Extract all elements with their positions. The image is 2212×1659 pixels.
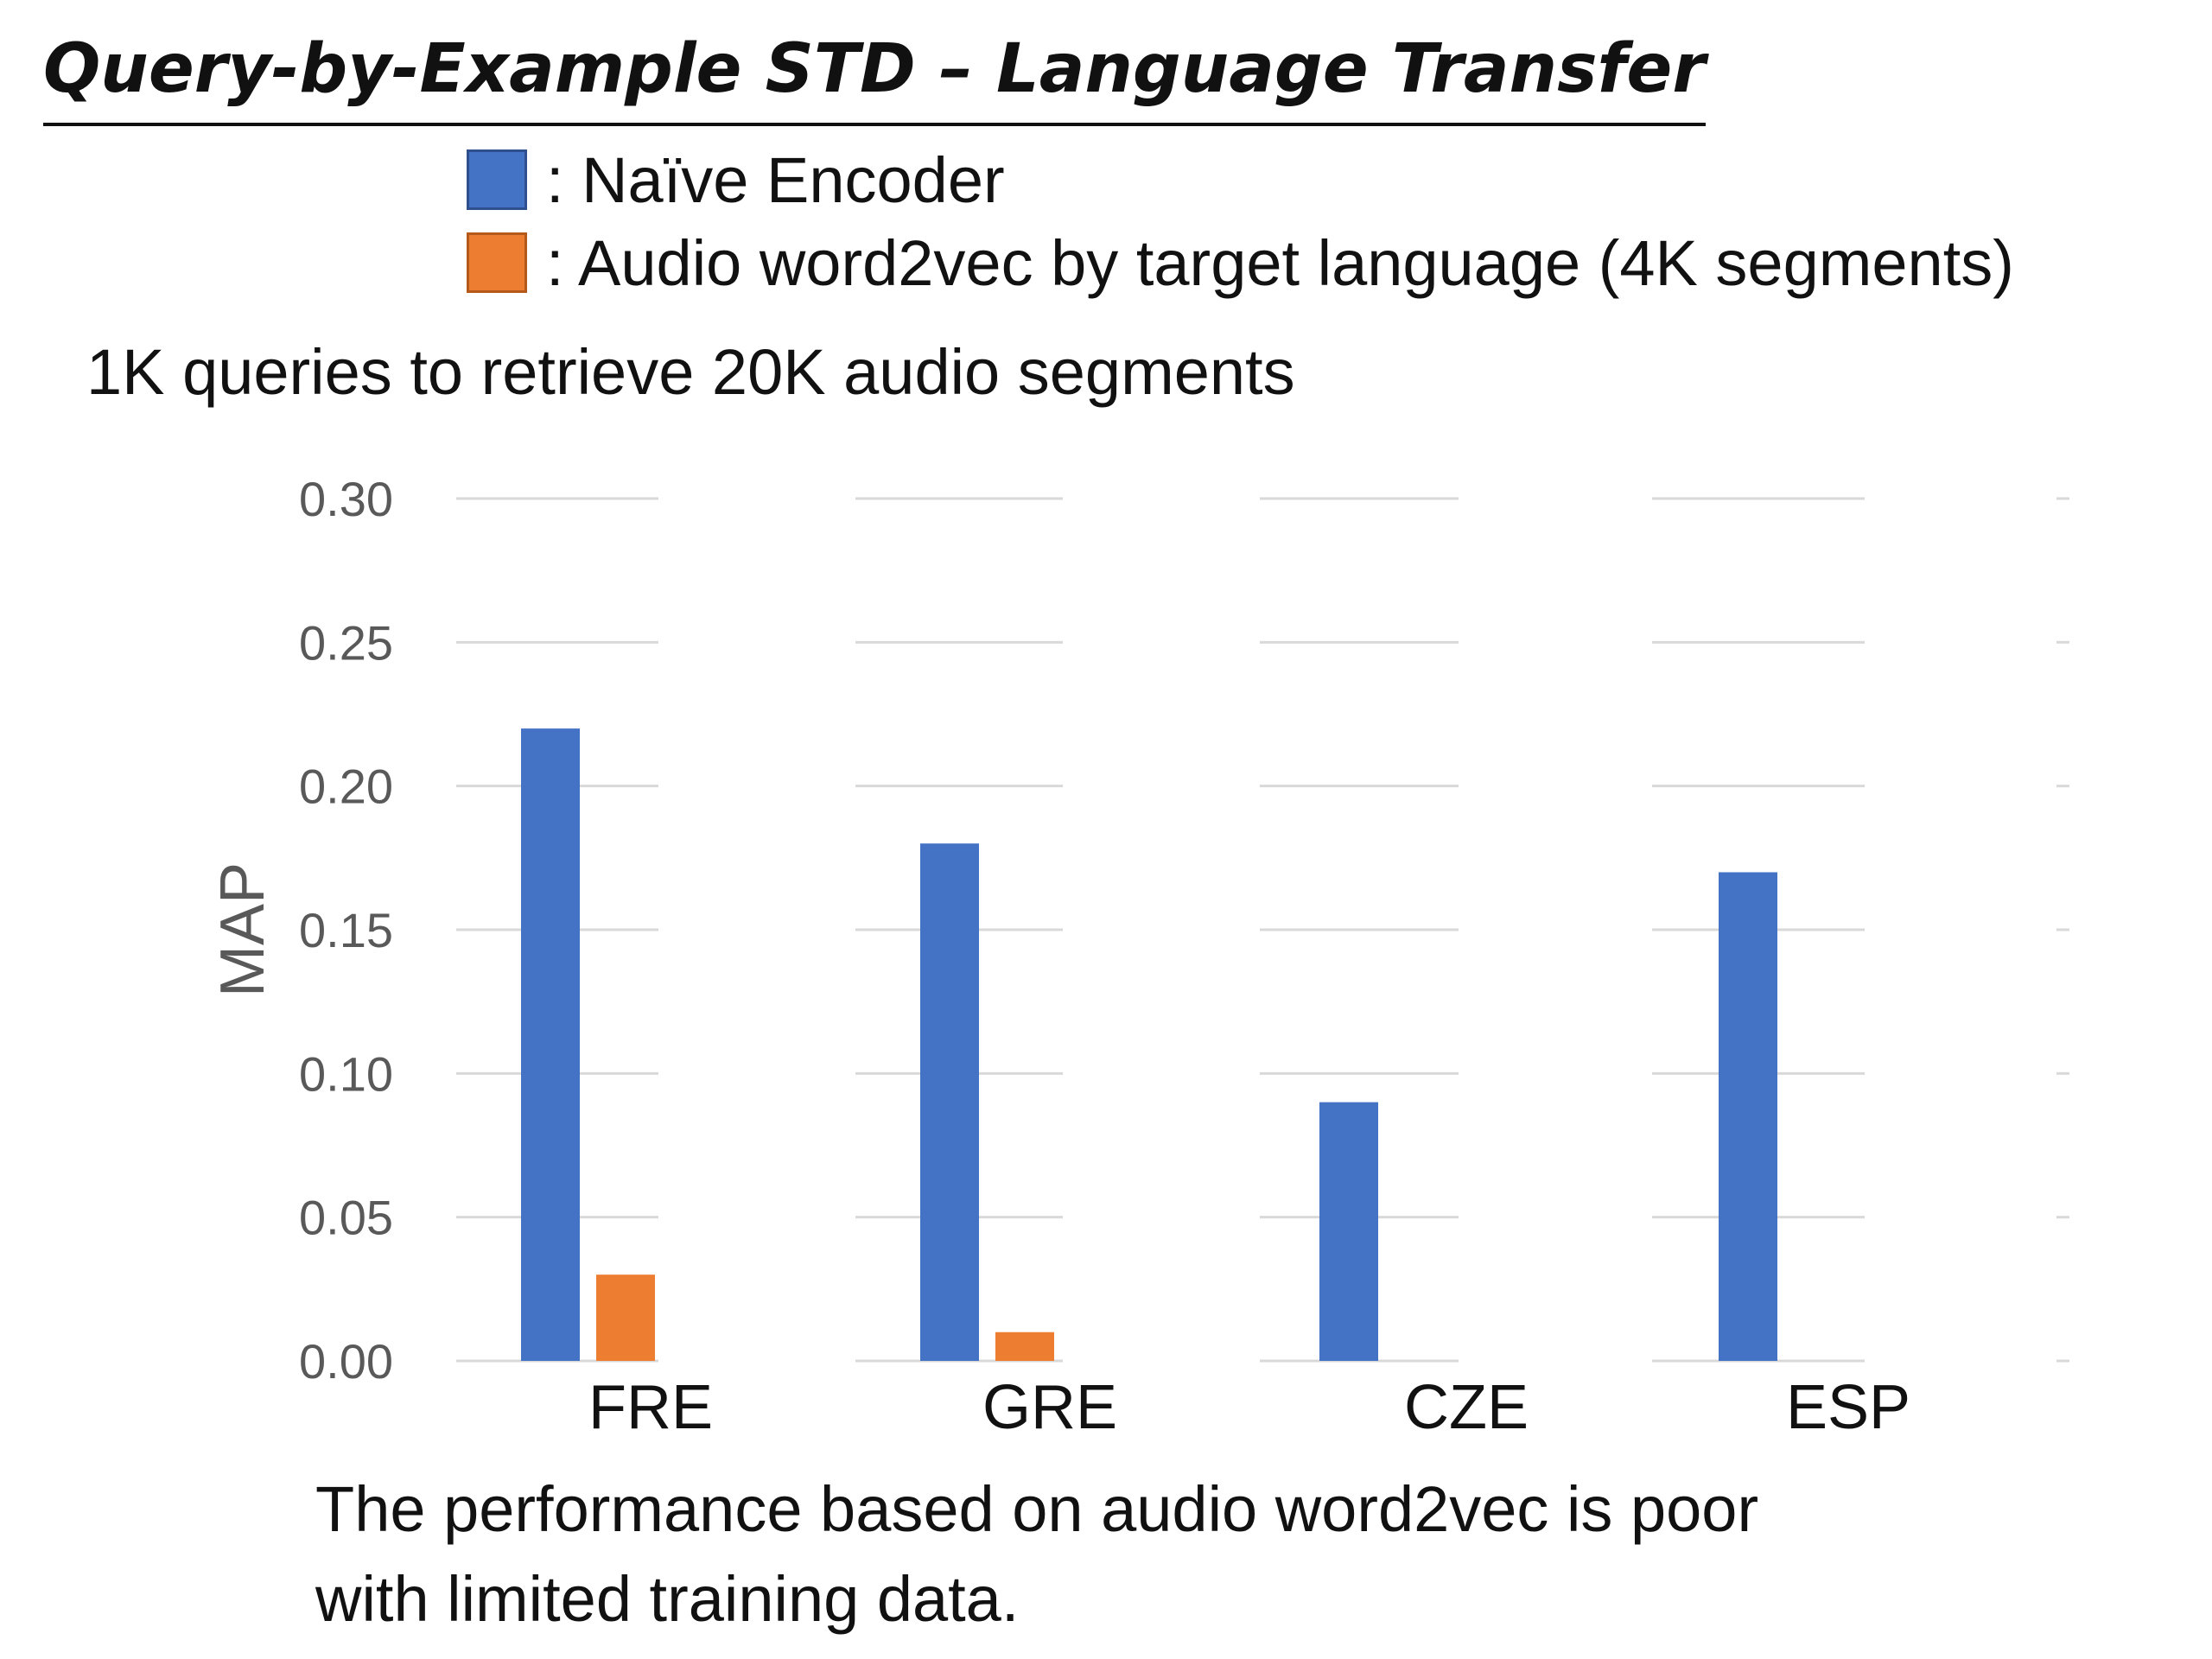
y-tick-label: 0.25 — [299, 615, 393, 670]
bar-naive-encoder — [920, 843, 979, 1361]
chart-subtitle: 1K queries to retrieve 20K audio segment… — [86, 336, 1295, 408]
y-tick-label: 0.15 — [299, 903, 393, 957]
y-tick-label: 0.00 — [299, 1334, 393, 1389]
legend-item-audio-word2vec: : Audio word2vec by target language (4K … — [467, 221, 2014, 304]
legend-label-naive-encoder: : Naïve Encoder — [546, 143, 1005, 216]
bar-naive-encoder — [1319, 1102, 1378, 1361]
x-tick-label: CZE — [1404, 1373, 1529, 1442]
slide-title: Query-by-Example STD – Language Transfer — [43, 17, 1706, 126]
x-tick-label: FRE — [588, 1373, 713, 1442]
bar-naive-encoder — [1719, 872, 1777, 1361]
bar-audio-word2vec — [995, 1332, 1054, 1361]
note-line-2: with limited training data. — [315, 1563, 1020, 1635]
chart-legend: : Naïve Encoder : Audio word2vec by targ… — [467, 138, 2014, 304]
legend-swatch-blue — [467, 149, 527, 210]
bar-audio-word2vec — [596, 1274, 655, 1361]
y-tick-label: 0.05 — [299, 1191, 393, 1245]
note-line-1: The performance based on audio word2vec … — [315, 1473, 1759, 1545]
y-tick-label: 0.30 — [299, 472, 393, 526]
y-axis-label: MAP — [208, 862, 277, 997]
x-tick-label: ESP — [1786, 1373, 1910, 1442]
bar-naive-encoder — [521, 728, 580, 1361]
legend-item-naive-encoder: : Naïve Encoder — [467, 138, 2014, 221]
legend-label-audio-word2vec: : Audio word2vec by target language (4K … — [546, 226, 2014, 299]
x-tick-label: GRE — [982, 1373, 1117, 1442]
y-tick-label: 0.10 — [299, 1046, 393, 1101]
y-tick-label: 0.20 — [299, 760, 393, 814]
legend-swatch-orange — [467, 232, 527, 293]
conclusion-note: The performance based on audio word2vec … — [315, 1465, 2044, 1644]
